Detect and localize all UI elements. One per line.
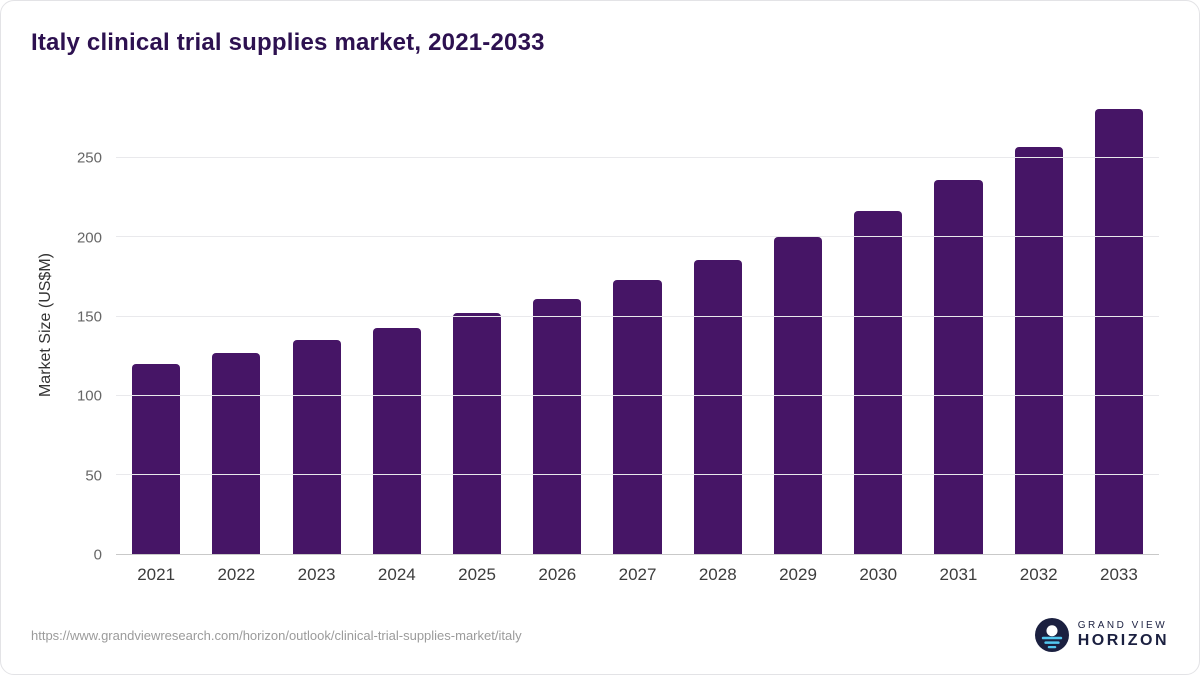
bar-2025 <box>452 313 502 554</box>
y-tick-label: 150 <box>76 308 102 326</box>
bar-slot <box>1079 95 1159 554</box>
x-tick-label: 2031 <box>939 565 978 584</box>
bar-2027 <box>613 280 662 554</box>
gridline <box>116 236 1159 238</box>
bar-2028 <box>693 259 742 554</box>
bar-2023 <box>292 340 341 554</box>
bar-slot <box>918 95 998 554</box>
y-axis-title: Market Size (US$M) <box>31 95 61 555</box>
x-tick-label: 2025 <box>458 565 496 584</box>
page-title: Italy clinical trial supplies market, 20… <box>31 29 545 56</box>
bar-slot <box>517 95 597 554</box>
brand-name-bottom: HORIZON <box>1077 631 1169 649</box>
x-tick-label: 2022 <box>217 565 256 584</box>
brand-text: GRAND VIEW HORIZON <box>1078 620 1169 650</box>
brand-logo: GRAND VIEW HORIZON <box>1034 618 1169 652</box>
bar-slot <box>999 95 1079 554</box>
x-tick-label: 2032 <box>1019 565 1058 584</box>
x-axis-labels: 2021 2022 2023 2024 2025 2026 2027 2028 2029 2030… <box>116 565 1159 585</box>
bar-2030 <box>854 210 903 554</box>
bar-slot <box>357 95 437 554</box>
x-tick-label: 2024 <box>377 565 416 584</box>
y-tick-label: 250 <box>76 149 102 167</box>
x-tick-label: 2029 <box>779 565 817 584</box>
plot-area <box>116 95 1159 555</box>
bar-2033 <box>1094 109 1143 554</box>
bar-2032 <box>1014 147 1063 554</box>
y-tick-label: 0 <box>93 546 102 564</box>
x-tick-label: 2033 <box>1100 565 1138 584</box>
x-tick-label: 2026 <box>538 565 577 584</box>
bar-2026 <box>533 299 582 554</box>
bar-slot <box>678 95 758 554</box>
horizon-sun-icon <box>1034 618 1069 652</box>
x-tick-label: 2027 <box>618 565 657 584</box>
brand-name-top: GRAND VIEW <box>1077 620 1168 632</box>
y-tick-label: 100 <box>76 387 102 405</box>
bar-slot <box>437 95 517 554</box>
x-tick-label: 2030 <box>859 565 898 584</box>
source-url: https://www.grandviewresearch.com/horizo… <box>31 627 522 643</box>
bar-slot <box>196 95 276 554</box>
bar-2021 <box>132 364 181 554</box>
gridline <box>116 473 1159 475</box>
gridline <box>116 394 1159 396</box>
y-axis-title-text: Market Size (US$M) <box>37 252 54 398</box>
x-tick-label: 2023 <box>297 565 336 584</box>
y-axis-ticks: 0 50 100 150 200 250 <box>61 95 116 564</box>
bar-2022 <box>212 353 261 554</box>
x-tick-label: 2028 <box>698 565 737 584</box>
bar-slot <box>597 95 677 554</box>
bar-slot <box>116 95 196 554</box>
gridline <box>116 315 1159 317</box>
bar-2024 <box>372 327 421 554</box>
bars <box>116 95 1159 554</box>
bar-slot <box>838 95 918 554</box>
x-tick-label: 2021 <box>137 565 176 584</box>
y-tick-label: 200 <box>76 229 102 247</box>
bar-2031 <box>934 180 983 554</box>
gridline <box>116 157 1159 159</box>
footer: https://www.grandviewresearch.com/horizo… <box>31 618 1169 652</box>
y-tick-label: 50 <box>85 467 102 485</box>
bar-slot <box>276 95 356 554</box>
bar-slot <box>758 95 838 554</box>
bar-chart: Market Size (US$M) 0 50 100 150 200 250 <box>31 95 1159 564</box>
